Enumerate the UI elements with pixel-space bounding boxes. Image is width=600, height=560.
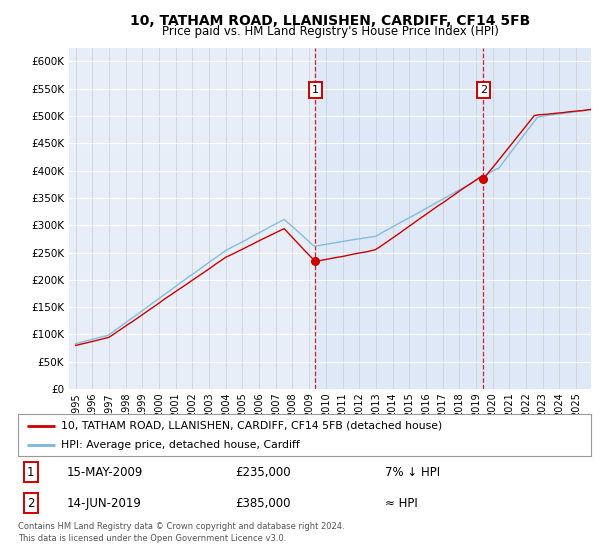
Text: £235,000: £235,000 [236, 465, 292, 479]
Text: 1: 1 [27, 465, 34, 479]
Text: 2: 2 [27, 497, 34, 510]
Text: £385,000: £385,000 [236, 497, 291, 510]
Text: 14-JUN-2019: 14-JUN-2019 [67, 497, 142, 510]
Text: 15-MAY-2009: 15-MAY-2009 [67, 465, 143, 479]
Text: Price paid vs. HM Land Registry's House Price Index (HPI): Price paid vs. HM Land Registry's House … [161, 25, 499, 38]
Bar [316, 48, 593, 389]
Text: Contains HM Land Registry data © Crown copyright and database right 2024.
This d: Contains HM Land Registry data © Crown c… [18, 522, 344, 543]
Text: 10, TATHAM ROAD, LLANISHEN, CARDIFF, CF14 5FB: 10, TATHAM ROAD, LLANISHEN, CARDIFF, CF1… [130, 14, 530, 28]
Text: 2: 2 [480, 85, 487, 95]
Text: 1: 1 [312, 85, 319, 95]
Text: HPI: Average price, detached house, Cardiff: HPI: Average price, detached house, Card… [61, 440, 300, 450]
Text: 7% ↓ HPI: 7% ↓ HPI [385, 465, 440, 479]
Text: ≈ HPI: ≈ HPI [385, 497, 418, 510]
Text: 10, TATHAM ROAD, LLANISHEN, CARDIFF, CF14 5FB (detached house): 10, TATHAM ROAD, LLANISHEN, CARDIFF, CF1… [61, 421, 442, 431]
